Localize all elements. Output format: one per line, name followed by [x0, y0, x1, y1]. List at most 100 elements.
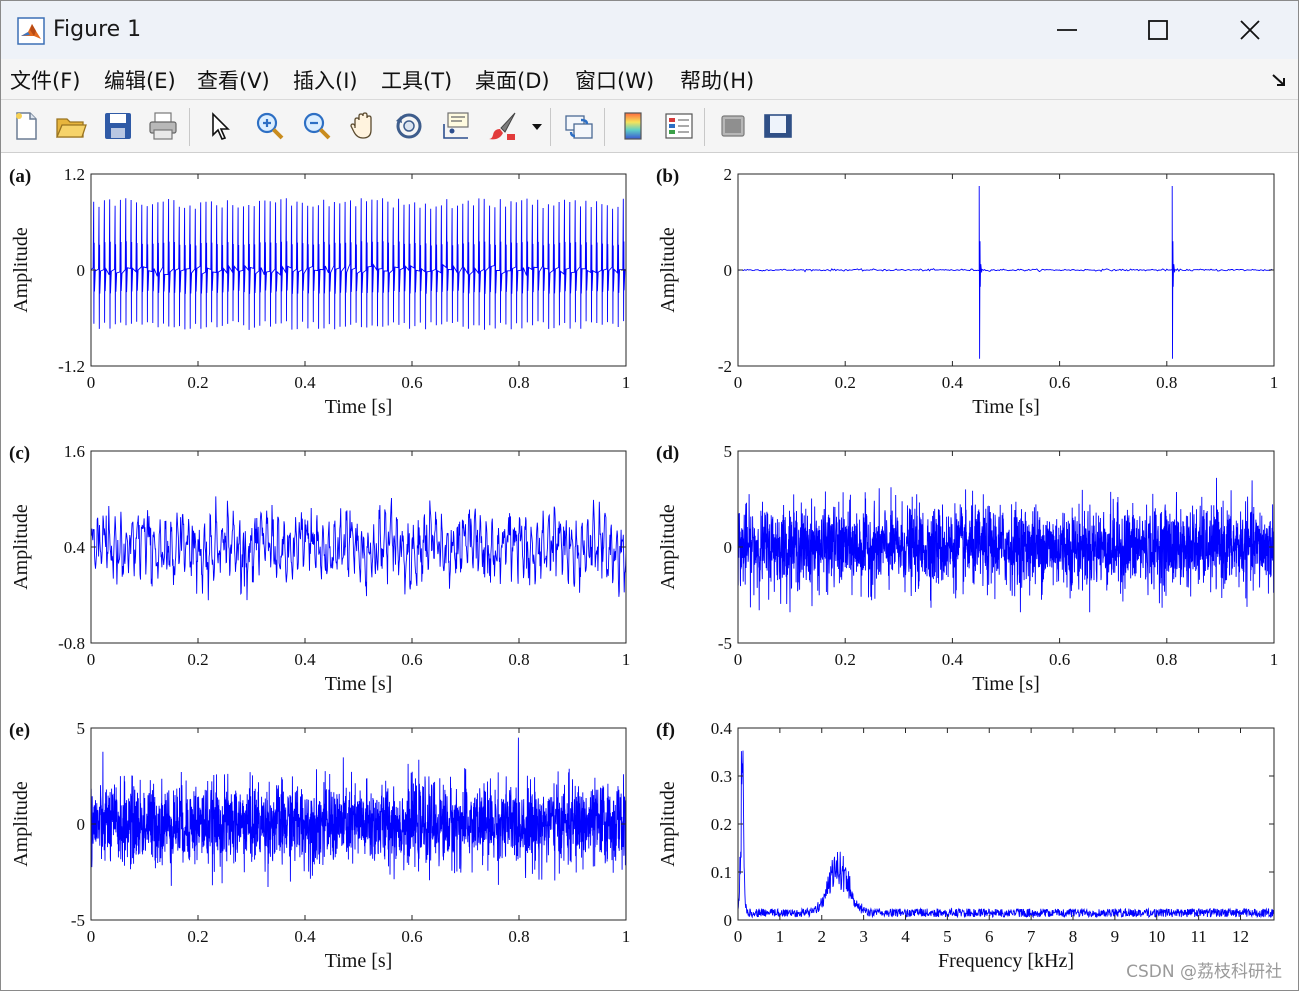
- x-tick-label: 0.4: [294, 927, 316, 946]
- x-axis-label: Frequency [kHz]: [938, 950, 1074, 972]
- x-tick-label: 11: [1190, 927, 1206, 946]
- legend-button[interactable]: [661, 108, 697, 144]
- save-button[interactable]: [100, 108, 136, 144]
- y-tick-label: 1.6: [64, 442, 85, 461]
- maximize-button[interactable]: [1135, 9, 1181, 51]
- series-line: [90, 198, 627, 330]
- toolbar-separator: [704, 108, 705, 146]
- x-tick-label: 0.4: [942, 373, 964, 392]
- pan-button[interactable]: [345, 108, 381, 144]
- panel-label: (c): [9, 443, 30, 464]
- series-line: [90, 496, 627, 601]
- print-icon: [149, 112, 177, 140]
- y-axis-label: Amplitude: [657, 504, 679, 590]
- y-axis-label: Amplitude: [10, 781, 32, 867]
- zoom-in-icon: [256, 112, 284, 140]
- menu-bar: 文件(F) 编辑(E) 查看(V) 插入(I) 工具(T) 桌面(D) 窗口(W…: [1, 59, 1298, 100]
- y-tick-label: 0.1: [711, 863, 732, 882]
- x-tick-label: 0.6: [401, 927, 422, 946]
- save-icon: [105, 113, 131, 139]
- menu-view[interactable]: 查看(V): [197, 69, 270, 93]
- x-axis-label: Time [s]: [325, 673, 393, 695]
- x-tick-label: 12: [1232, 927, 1249, 946]
- x-tick-label: 0.8: [1156, 373, 1177, 392]
- x-tick-label: 0: [734, 650, 743, 669]
- panel-label: (d): [656, 443, 679, 464]
- panel-label: (a): [9, 166, 31, 187]
- series-line: [737, 750, 1275, 919]
- link-plot-button[interactable]: [561, 108, 597, 144]
- hide-plot-tools-icon: [721, 115, 745, 137]
- x-axis-label: Time [s]: [325, 950, 393, 972]
- menu-desktop[interactable]: 桌面(D): [475, 69, 550, 93]
- y-tick-label: 0: [724, 538, 733, 557]
- y-tick-label: 0.4: [64, 538, 86, 557]
- open-file-icon: [56, 118, 87, 138]
- x-tick-label: 0: [734, 927, 743, 946]
- y-tick-label: 1.2: [64, 165, 85, 184]
- x-tick-label: 0.8: [1156, 650, 1177, 669]
- new-figure-button[interactable]: [8, 108, 44, 144]
- zoom-in-button[interactable]: [252, 108, 288, 144]
- x-tick-label: 1: [1270, 373, 1279, 392]
- subplot-c: 0 0.2 0.4 0.6 0.8 1 -0.8 0.4 1.6 Time [s] Amplitud…: [9, 442, 630, 695]
- menu-file[interactable]: 文件(F): [10, 69, 81, 93]
- colorbar-button[interactable]: [615, 108, 651, 144]
- x-tick-label: 8: [1069, 927, 1078, 946]
- x-tick-label: 6: [985, 927, 994, 946]
- x-tick-label: 1: [622, 373, 631, 392]
- rotate-3d-icon: [396, 113, 422, 139]
- x-axis-label: Time [s]: [972, 396, 1040, 418]
- axes-background: [91, 174, 626, 366]
- rotate-3d-button[interactable]: [391, 108, 427, 144]
- zoom-out-button[interactable]: [299, 108, 335, 144]
- pointer-button[interactable]: [201, 108, 237, 144]
- menu-edit[interactable]: 编辑(E): [104, 69, 176, 93]
- x-tick-label: 0.2: [835, 650, 856, 669]
- new-figure-icon: [16, 112, 37, 140]
- x-tick-label: 0.6: [1049, 650, 1070, 669]
- show-plot-tools-button[interactable]: [760, 108, 796, 144]
- x-tick-label: 0.4: [294, 650, 316, 669]
- brush-dropdown[interactable]: [527, 108, 547, 144]
- menu-help[interactable]: 帮助(H): [680, 69, 755, 93]
- subplot-grid: 0 0.2 0.4 0.6 0.8 1 -1.2 0 1.2 Time [s] Amplitude (…: [9, 165, 1279, 972]
- link-plot-icon: [565, 115, 593, 139]
- y-tick-label: 0: [724, 261, 733, 280]
- toolbar-separator: [604, 108, 605, 146]
- brush-button[interactable]: [485, 108, 521, 144]
- series-line: [737, 477, 1275, 613]
- x-tick-label: 0.2: [187, 650, 208, 669]
- hide-plot-tools-button[interactable]: [715, 108, 751, 144]
- y-tick-label: -2: [718, 357, 732, 376]
- x-tick-label: 7: [1027, 927, 1036, 946]
- close-button[interactable]: [1227, 9, 1273, 51]
- matlab-logo-icon: [17, 17, 45, 45]
- open-file-button[interactable]: [53, 108, 89, 144]
- x-tick-label: 0: [734, 373, 743, 392]
- menu-window[interactable]: 窗口(W): [575, 69, 655, 93]
- menu-insert[interactable]: 插入(I): [293, 69, 358, 93]
- y-tick-label: -5: [71, 911, 85, 930]
- minimize-button[interactable]: [1044, 9, 1090, 51]
- panel-label: (b): [656, 166, 679, 187]
- x-tick-label: 0: [87, 650, 96, 669]
- show-plot-tools-icon: [764, 114, 792, 138]
- x-tick-label: 9: [1111, 927, 1120, 946]
- y-tick-label: 0: [724, 911, 733, 930]
- pan-icon: [350, 112, 372, 139]
- dock-arrow-icon[interactable]: [1270, 71, 1288, 89]
- figure-canvas: 0 0.2 0.4 0.6 0.8 1 -1.2 0 1.2 Time [s] Amplitude (…: [1, 153, 1298, 990]
- x-tick-label: 0.6: [1049, 373, 1070, 392]
- y-tick-label: -1.2: [58, 357, 85, 376]
- menu-tools[interactable]: 工具(T): [381, 69, 453, 93]
- x-tick-label: 0.6: [401, 650, 422, 669]
- print-button[interactable]: [145, 108, 181, 144]
- data-cursor-button[interactable]: [438, 108, 474, 144]
- brush-icon: [489, 112, 516, 140]
- x-tick-label: 0: [87, 927, 96, 946]
- x-tick-label: 1: [1270, 650, 1279, 669]
